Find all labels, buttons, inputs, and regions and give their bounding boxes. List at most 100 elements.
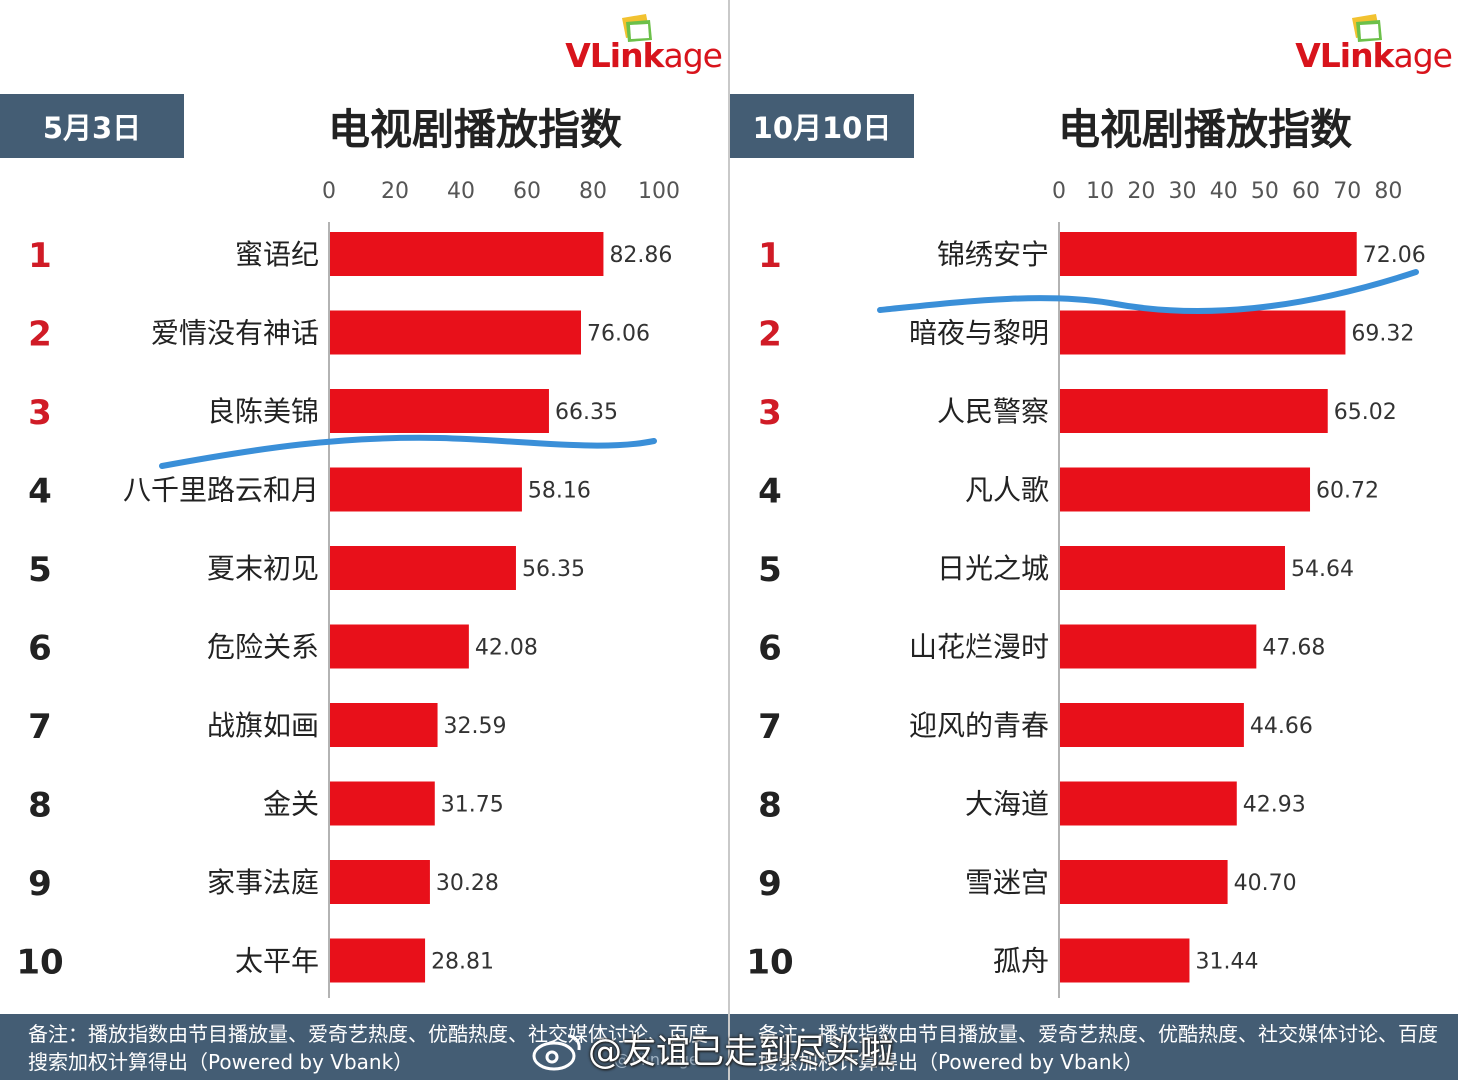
- x-tick-label: 20: [1127, 179, 1155, 204]
- left-panel: VLinkage 5月3日 电视剧播放指数 0 20 40 60 80 100 1 蜜语纪 82…: [0, 0, 728, 1080]
- rank-label: 8: [28, 786, 52, 826]
- rank-label: 2: [28, 315, 52, 355]
- category-label: 锦绣安宁: [937, 238, 1049, 271]
- bar: [1060, 781, 1237, 826]
- rank-label: 8: [758, 786, 782, 826]
- bar: [330, 546, 516, 590]
- data-label: 31.44: [1195, 950, 1258, 975]
- data-label: 60.72: [1316, 479, 1379, 504]
- bar: [1060, 389, 1328, 433]
- bar: [330, 310, 581, 355]
- footnote-bar: 备注：播放指数由节目播放量、爱奇艺热度、优酷热度、社交媒体讨论、百度搜索加权计算…: [730, 1014, 1458, 1080]
- category-label: 山花烂漫时: [909, 631, 1049, 664]
- bar: [330, 624, 469, 669]
- bar: [330, 703, 438, 747]
- rank-label: 5: [28, 550, 52, 590]
- data-label: 56.35: [522, 557, 585, 582]
- category-label: 暗夜与黎明: [909, 317, 1049, 350]
- rank-label: 6: [28, 629, 52, 669]
- rank-label: 1: [28, 236, 52, 276]
- bar: [1060, 860, 1228, 904]
- chart-title: 电视剧播放指数: [1057, 105, 1352, 154]
- footnote-bar: 备注：播放指数由节目播放量、爱奇艺热度、优酷热度、社交媒体讨论、百度搜索加权计算…: [0, 1014, 728, 1080]
- category-label: 良陈美锦: [207, 395, 319, 428]
- data-label: 30.28: [436, 871, 499, 896]
- date-badge: 5月3日: [0, 94, 184, 158]
- data-label: 82.86: [609, 243, 672, 268]
- x-tick-label: 50: [1251, 179, 1279, 204]
- bar-chart-right: 0 10 20 30 40 50 60 70 80 1 锦绣安宁 72.06 2 暗夜与黎明 69.32 3 人…: [746, 179, 1426, 998]
- category-label: 雪迷宫: [965, 866, 1049, 899]
- category-label: 人民警察: [937, 395, 1049, 428]
- rank-label: 3: [758, 393, 782, 433]
- data-label: 69.32: [1351, 322, 1414, 347]
- bar: [330, 232, 604, 276]
- category-label: 爱情没有神话: [151, 317, 319, 350]
- category-label: 孤舟: [993, 945, 1049, 978]
- data-label: 42.08: [475, 636, 538, 661]
- category-label: 日光之城: [937, 552, 1049, 585]
- watermark-text: @友谊已走到尽头啦: [588, 1032, 894, 1072]
- logo-text-vlink: VLink: [1295, 36, 1394, 75]
- bar: [1060, 546, 1285, 590]
- logo-cards-icon: [1352, 14, 1382, 42]
- bar: [1060, 310, 1346, 355]
- x-tick-label: 20: [381, 179, 409, 204]
- logo-text-age: age: [1393, 36, 1453, 75]
- logo-text-vlink: VLink: [565, 36, 664, 75]
- x-tick-label: 70: [1333, 179, 1361, 204]
- data-label: 66.35: [555, 400, 618, 425]
- x-tick-label: 0: [1052, 179, 1066, 204]
- x-tick-label: 100: [638, 179, 680, 204]
- category-label: 太平年: [235, 945, 319, 978]
- panel-divider: [728, 0, 730, 1080]
- bar: [330, 781, 435, 826]
- category-label: 危险关系: [207, 631, 319, 664]
- chart-title: 电视剧播放指数: [327, 105, 622, 154]
- rank-label: 10: [16, 943, 63, 983]
- rank-label: 6: [758, 629, 782, 669]
- vlinkage-logo: VLinkage: [1282, 14, 1453, 78]
- vlinkage-logo: VLinkage: [552, 14, 723, 78]
- bar: [330, 860, 430, 904]
- category-label: 蜜语纪: [235, 238, 319, 271]
- rank-label: 1: [758, 236, 782, 276]
- bar: [1060, 232, 1357, 276]
- data-label: 76.06: [587, 322, 650, 347]
- data-label: 72.06: [1363, 243, 1426, 268]
- data-label: 40.70: [1234, 871, 1297, 896]
- data-label: 47.68: [1262, 636, 1325, 661]
- x-tick-label: 30: [1169, 179, 1197, 204]
- logo-cards-icon: [622, 14, 652, 42]
- x-tick-label: 0: [322, 179, 336, 204]
- x-tick-label: 60: [513, 179, 541, 204]
- bar: [330, 938, 426, 983]
- bar: [1060, 624, 1257, 669]
- rank-label: 9: [28, 864, 52, 904]
- data-label: 65.02: [1334, 400, 1397, 425]
- category-label: 家事法庭: [207, 866, 319, 899]
- category-label: 大海道: [965, 788, 1049, 821]
- bar: [1060, 467, 1311, 512]
- weibo-watermark: @Vlinkage @友谊已走到尽头啦: [530, 1022, 960, 1080]
- data-label: 42.93: [1243, 793, 1306, 818]
- right-panel: VLinkage 10月10日 电视剧播放指数 0 10 20 30 40 50 60 70 8…: [730, 0, 1458, 1080]
- category-label: 战旗如画: [207, 709, 319, 742]
- data-label: 44.66: [1250, 714, 1313, 739]
- x-tick-label: 40: [1210, 179, 1238, 204]
- category-label: 夏末初见: [207, 552, 319, 585]
- bar: [330, 467, 522, 512]
- rank-label: 7: [28, 707, 52, 747]
- data-label: 32.59: [444, 714, 507, 739]
- data-label: 31.75: [441, 793, 504, 818]
- x-tick-label: 60: [1292, 179, 1320, 204]
- rank-label: 7: [758, 707, 782, 747]
- category-label: 迎风的青春: [909, 709, 1049, 742]
- bar: [1060, 938, 1190, 983]
- watermark-handle-small: @Vlinkage: [614, 1050, 699, 1069]
- logo-text-age: age: [663, 36, 723, 75]
- x-tick-label: 80: [1374, 179, 1402, 204]
- bar: [1060, 703, 1244, 747]
- data-label: 28.81: [431, 950, 494, 975]
